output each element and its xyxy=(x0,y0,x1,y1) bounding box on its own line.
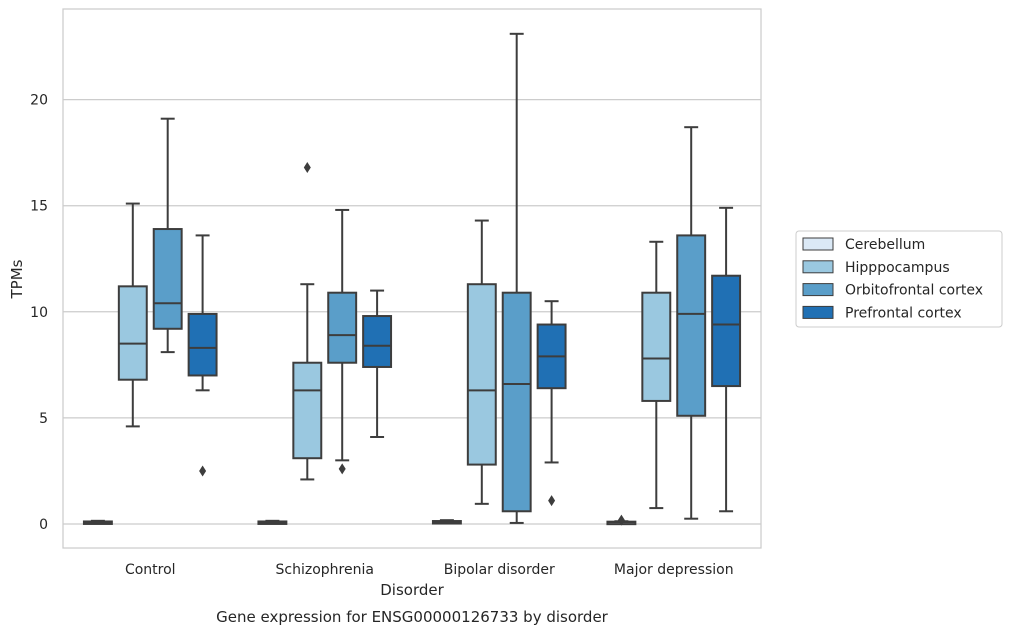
box-1-2 xyxy=(327,208,358,475)
legend: Cerebellum Hipppocampus Orbitofrontal cort… xyxy=(795,230,1003,328)
box-iqr xyxy=(676,234,707,417)
box-3-0 xyxy=(606,514,637,526)
figure-caption: Gene expression for ENSG00000126733 by d… xyxy=(216,608,609,626)
legend-frame xyxy=(795,230,1003,328)
x-tick-label: Schizophrenia xyxy=(276,562,374,578)
legend-label: Orbitofrontal cortex xyxy=(845,283,983,299)
box-2-2 xyxy=(501,32,532,524)
x-axis-label: Disorder xyxy=(380,581,444,599)
y-tick-label: 20 xyxy=(30,93,48,109)
box-2-0 xyxy=(431,519,462,525)
box-iqr xyxy=(187,312,218,377)
x-tick-label: Major depression xyxy=(614,562,734,578)
legend-swatch xyxy=(802,283,834,297)
legend-swatch xyxy=(802,237,834,251)
legend-label: Cerebellum xyxy=(845,237,925,253)
outlier-point xyxy=(303,162,311,174)
box-2-1 xyxy=(466,219,497,505)
y-axis-label: TPMs xyxy=(8,259,26,299)
box-3-1 xyxy=(641,240,672,510)
x-tick-label: Control xyxy=(125,562,176,578)
y-tick-label: 5 xyxy=(39,411,48,427)
box-iqr xyxy=(711,274,742,388)
box-1-3 xyxy=(362,289,393,438)
box-iqr xyxy=(117,285,148,381)
box-iqr xyxy=(466,283,497,466)
outlier-point xyxy=(338,463,346,475)
box-iqr xyxy=(501,291,532,513)
legend-swatch xyxy=(802,305,834,319)
x-tick-labels: Control Schizophrenia Bipolar disorder Majo… xyxy=(125,562,734,578)
box-0-3 xyxy=(187,234,218,477)
box-1-1 xyxy=(292,162,323,481)
box-3-3 xyxy=(711,206,742,513)
outlier-point xyxy=(548,495,556,507)
plot-area-frame xyxy=(62,8,762,549)
y-tick-label: 0 xyxy=(39,517,48,533)
box-iqr xyxy=(362,315,393,368)
box-2-3 xyxy=(536,300,567,507)
box-0-1 xyxy=(117,202,148,428)
box-1-0 xyxy=(257,519,288,525)
x-tick-label: Bipolar disorder xyxy=(444,562,555,578)
box-iqr xyxy=(152,228,183,330)
box-0-0 xyxy=(82,519,113,525)
box-0-2 xyxy=(152,117,183,354)
y-tick-label: 15 xyxy=(30,199,48,215)
legend-swatch xyxy=(802,260,834,274)
box-iqr xyxy=(292,361,323,460)
boxes xyxy=(82,32,742,526)
legend-label: Hipppocampus xyxy=(845,260,950,276)
box-iqr xyxy=(327,291,358,364)
outlier-point xyxy=(617,514,625,526)
outlier-point xyxy=(199,465,207,477)
legend-label: Prefrontal cortex xyxy=(845,305,962,321)
y-tick-label: 10 xyxy=(30,305,48,321)
y-tick-labels: 0 5 10 15 20 xyxy=(30,93,48,533)
box-3-2 xyxy=(676,126,707,520)
box-iqr xyxy=(641,291,672,402)
